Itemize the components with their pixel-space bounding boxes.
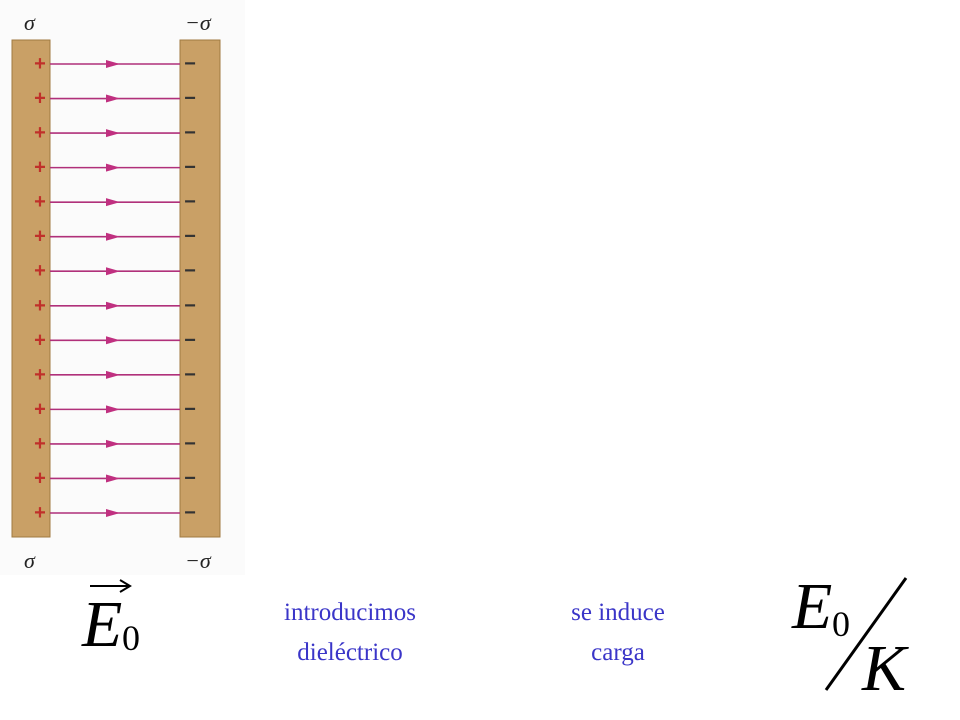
plus-sign: + xyxy=(34,295,46,317)
plus-sign: + xyxy=(34,260,46,282)
step-text: dieléctrico xyxy=(297,639,403,666)
plus-sign: + xyxy=(34,398,46,420)
field-arrow xyxy=(106,94,120,103)
minus-sign: − xyxy=(184,191,196,213)
minus-sign: − xyxy=(184,260,196,282)
plus-sign: + xyxy=(34,329,46,351)
minus-sign: − xyxy=(184,295,196,317)
step-text: se induce xyxy=(571,599,665,626)
minus-sign: − xyxy=(184,329,196,351)
minus-sign: − xyxy=(184,398,196,420)
field-arrow xyxy=(106,129,120,138)
minus-sign: − xyxy=(184,433,196,455)
plate-charge: σ xyxy=(24,548,36,573)
field-arrow xyxy=(106,267,120,276)
minus-sign: − xyxy=(184,502,196,524)
field-arrow xyxy=(106,405,120,414)
vector-arrow-head xyxy=(119,579,132,593)
plus-sign: + xyxy=(34,467,46,489)
plus-sign: + xyxy=(34,88,46,110)
field-arrow xyxy=(106,198,120,207)
plus-sign: + xyxy=(34,191,46,213)
minus-sign: − xyxy=(184,53,196,75)
plus-sign: + xyxy=(34,502,46,524)
right-plate xyxy=(179,39,221,538)
field-arrow xyxy=(106,474,120,483)
field-arrow xyxy=(106,509,120,517)
step-text: introducimos xyxy=(284,599,416,626)
plus-sign: + xyxy=(34,364,46,386)
fraction-slash xyxy=(824,577,908,691)
plus-sign: + xyxy=(34,226,46,248)
plus-sign: + xyxy=(34,122,46,144)
step-text: carga xyxy=(591,639,645,666)
minus-sign: − xyxy=(184,122,196,144)
minus-sign: − xyxy=(184,364,196,386)
plus-sign: + xyxy=(34,433,46,455)
field-arrow xyxy=(106,439,120,448)
field-arrow xyxy=(106,336,120,345)
field-arrow xyxy=(106,163,120,172)
result-subscript: 0 xyxy=(832,604,850,644)
plus-sign: + xyxy=(34,53,46,75)
field-arrow xyxy=(106,232,120,241)
plate-charge: −σ xyxy=(185,548,212,573)
plate-charge: −σ xyxy=(185,10,212,35)
plus-sign: + xyxy=(34,157,46,179)
field-symbol: E xyxy=(81,588,122,661)
field-arrow xyxy=(106,301,120,310)
minus-sign: − xyxy=(184,467,196,489)
field-arrow xyxy=(106,370,120,379)
field-lines xyxy=(50,60,180,517)
field-subscript: 0 xyxy=(122,618,140,658)
field-arrow xyxy=(106,60,120,68)
minus-sign: − xyxy=(184,157,196,179)
plate-charge: σ xyxy=(24,10,36,35)
minus-sign: − xyxy=(184,226,196,248)
left-plate xyxy=(11,39,51,538)
minus-sign: − xyxy=(184,88,196,110)
result-denominator: K xyxy=(861,632,909,705)
result-numerator: E xyxy=(791,570,832,643)
